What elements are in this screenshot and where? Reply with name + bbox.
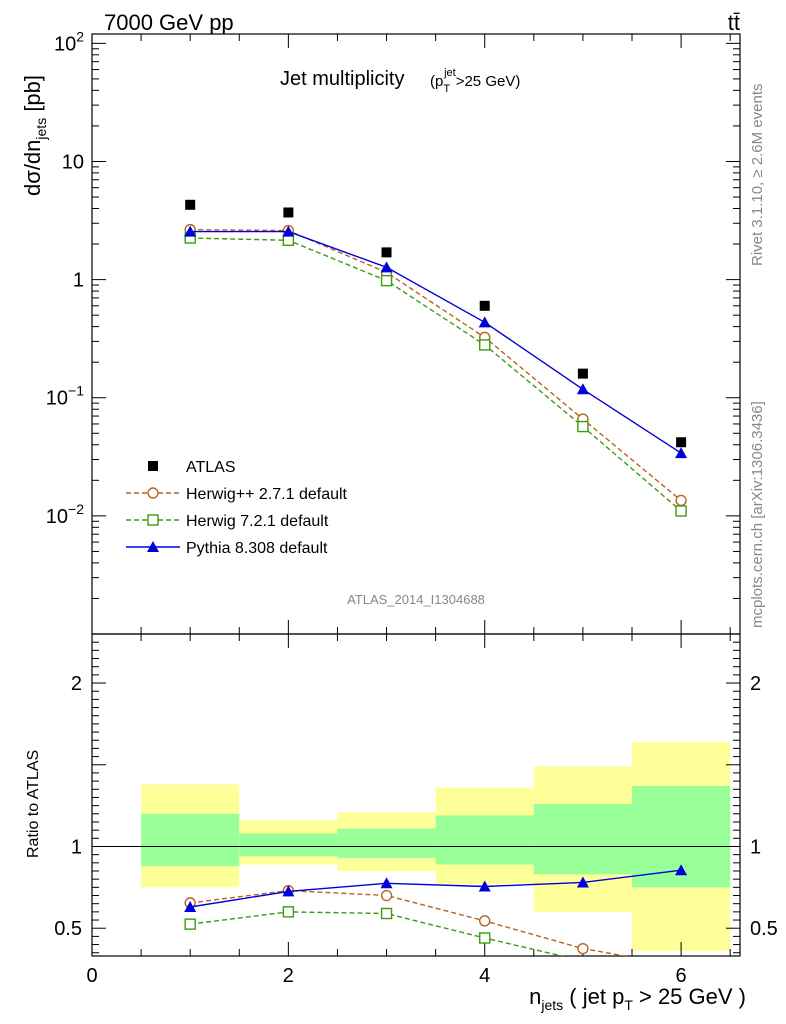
ratio-y-tick-label-right: 2 bbox=[750, 673, 761, 695]
legend-label-atlas: ATLAS bbox=[186, 459, 236, 476]
axes: 0 2 4 6 10−2 10−1 1 10 102 0.5 0.5 1 1 2 2 bbox=[46, 28, 778, 987]
herwig-7-2-1-default-point-4 bbox=[479, 932, 491, 944]
legend-label-herwig-2-7-1-default: Herwig++ 2.7.1 default bbox=[186, 486, 348, 503]
x-tick-label: 0 bbox=[86, 965, 97, 987]
herwig-7-2-1-default-point-3 bbox=[380, 274, 393, 287]
atlas-point-5 bbox=[577, 368, 588, 379]
rivet-version-label: Rivet 3.1.10, ≥ 2.6M events bbox=[749, 84, 766, 267]
main-title-text: Jet multiplicity bbox=[280, 68, 404, 90]
atlas-point-2 bbox=[283, 207, 294, 218]
ratio-y-tick-label-left: 1 bbox=[71, 836, 82, 858]
pythia-8-308-default-point-5 bbox=[576, 383, 589, 395]
main-series bbox=[184, 199, 688, 517]
herwig-7-2-1-default-point-3 bbox=[380, 907, 393, 920]
ratio-y-tick-label-left: 0.5 bbox=[54, 918, 82, 940]
analysis-id-label: ATLAS_2014_I1304688 bbox=[347, 592, 485, 607]
band-inner-1 bbox=[141, 813, 240, 867]
pythia-8-308-default-point-3 bbox=[380, 261, 393, 273]
band-inner-4 bbox=[435, 815, 534, 865]
process-label: tt̄ bbox=[728, 10, 740, 35]
pythia-8-308-default-point-3 bbox=[380, 877, 393, 889]
energy-label: 7000 GeV pp bbox=[104, 10, 234, 35]
ratio-ylabel: Ratio to ATLAS bbox=[25, 750, 42, 858]
band-inner-3 bbox=[337, 828, 436, 858]
ratio-y-tick-label-right: 0.5 bbox=[750, 918, 778, 940]
herwig-7-2-1-default-line bbox=[190, 911, 565, 956]
herwig-2-7-1-default-line bbox=[190, 889, 630, 956]
ratio-series bbox=[184, 864, 688, 956]
legend: ATLAS Herwig++ 2.7.1 default Herwig 7.2.1 … bbox=[126, 459, 348, 557]
legend-marker-herwig-7-2-1-default bbox=[147, 514, 159, 526]
legend-marker-herwig-2-7-1-default bbox=[147, 487, 159, 499]
y-tick-label: 10−2 bbox=[46, 501, 84, 528]
main-title-cut: (pTjet>25 GeV) bbox=[430, 67, 520, 95]
x-tick-label: 4 bbox=[479, 965, 490, 987]
ratio-frame bbox=[91, 633, 741, 957]
ratio-y-tick-label-left: 2 bbox=[71, 673, 82, 695]
herwig-7-2-1-default-point-2 bbox=[282, 906, 295, 918]
atlas-point-3 bbox=[381, 247, 392, 258]
mcplots-label: mcplots.cern.ch [arXiv:1306.3436] bbox=[749, 401, 766, 628]
pythia-8-308-default-point-6 bbox=[675, 447, 688, 459]
pythia-8-308-default-point-1 bbox=[184, 225, 197, 237]
pythia-8-308-default-point-4 bbox=[478, 880, 491, 892]
atlas-point-4 bbox=[479, 300, 490, 311]
herwig-2-7-1-default-point-6 bbox=[675, 494, 687, 507]
y-tick-label: 1 bbox=[73, 270, 84, 292]
atlas-point-1 bbox=[185, 199, 196, 210]
main-ylabel: dσ/dnjets [pb] bbox=[20, 75, 49, 196]
pythia-8-308-default-point-5 bbox=[576, 876, 589, 888]
ratio-y-tick-label-right: 1 bbox=[750, 836, 761, 858]
herwig-7-2-1-default-point-5 bbox=[577, 420, 589, 433]
band-inner-5 bbox=[533, 803, 632, 875]
pythia-8-308-default-point-1 bbox=[184, 900, 197, 912]
herwig-2-7-1-default-line bbox=[190, 228, 682, 502]
legend-marker-pythia-8-308-default bbox=[147, 541, 159, 552]
pythia-8-308-default-point-6 bbox=[675, 864, 688, 876]
pythia-8-308-default-line bbox=[190, 869, 682, 908]
legend-marker-atlas bbox=[148, 461, 158, 471]
band-inner-2 bbox=[239, 833, 338, 857]
pythia-8-308-default-point-4 bbox=[478, 316, 491, 328]
x-axis-label: njets ( jet pT > 25 GeV ) bbox=[529, 984, 746, 1013]
herwig-7-2-1-default-point-4 bbox=[479, 339, 491, 351]
x-tick-label: 6 bbox=[676, 965, 687, 987]
herwig-2-7-1-default-point-5 bbox=[577, 942, 589, 955]
pythia-8-308-default-point-2 bbox=[282, 225, 295, 237]
legend-label-herwig-7-2-1-default: Herwig 7.2.1 default bbox=[186, 513, 329, 530]
herwig-7-2-1-default-line bbox=[190, 237, 682, 512]
herwig-7-2-1-default-point-2 bbox=[282, 234, 295, 247]
atlas-point-6 bbox=[676, 437, 687, 448]
y-tick-label: 10−1 bbox=[46, 383, 84, 410]
pythia-8-308-default-point-2 bbox=[282, 885, 295, 897]
y-tick-label: 10 bbox=[62, 151, 84, 173]
herwig-7-2-1-default-point-1 bbox=[184, 918, 196, 930]
herwig-2-7-1-default-point-4 bbox=[479, 915, 491, 927]
legend-label-pythia-8-308-default: Pythia 8.308 default bbox=[186, 540, 328, 557]
pythia-8-308-default-line bbox=[190, 230, 682, 454]
y-tick-label: 102 bbox=[54, 28, 84, 55]
herwig-2-7-1-default-point-3 bbox=[380, 889, 393, 902]
herwig-7-2-1-default-point-6 bbox=[675, 505, 687, 517]
uncertainty-bands bbox=[141, 741, 731, 952]
main-title: Jet multiplicity (pTjet>25 GeV) bbox=[280, 67, 520, 95]
x-tick-label: 2 bbox=[283, 965, 294, 987]
